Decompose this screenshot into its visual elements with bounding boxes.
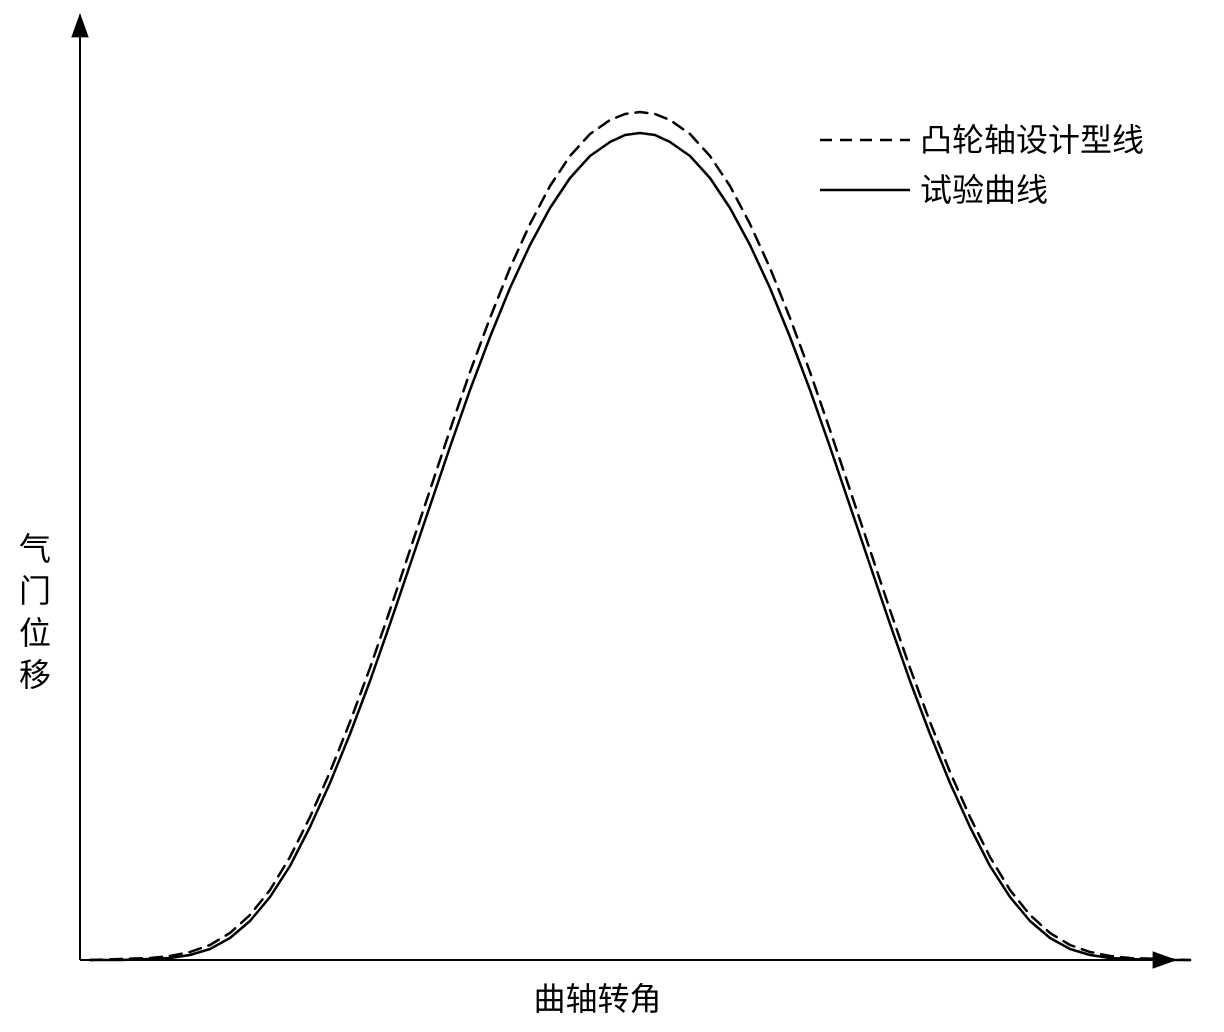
y-axis-label: 气门位移	[19, 531, 51, 693]
line-chart: 曲轴转角 气门位移 凸轮轴设计型线试验曲线	[0, 0, 1224, 1032]
x-axis-label: 曲轴转角	[533, 981, 661, 1017]
svg-text:移: 移	[19, 657, 51, 693]
svg-text:位: 位	[19, 615, 51, 651]
legend-label-0: 凸轮轴设计型线	[920, 122, 1144, 158]
legend: 凸轮轴设计型线试验曲线	[820, 122, 1144, 208]
svg-text:气: 气	[19, 531, 51, 567]
legend-label-1: 试验曲线	[920, 172, 1048, 208]
y-axis-arrow	[71, 13, 89, 37]
chart-container: 曲轴转角 气门位移 凸轮轴设计型线试验曲线	[0, 0, 1224, 1032]
series-curve-1	[90, 133, 1190, 960]
svg-text:门: 门	[19, 573, 51, 609]
series-curve-0	[90, 112, 1190, 960]
